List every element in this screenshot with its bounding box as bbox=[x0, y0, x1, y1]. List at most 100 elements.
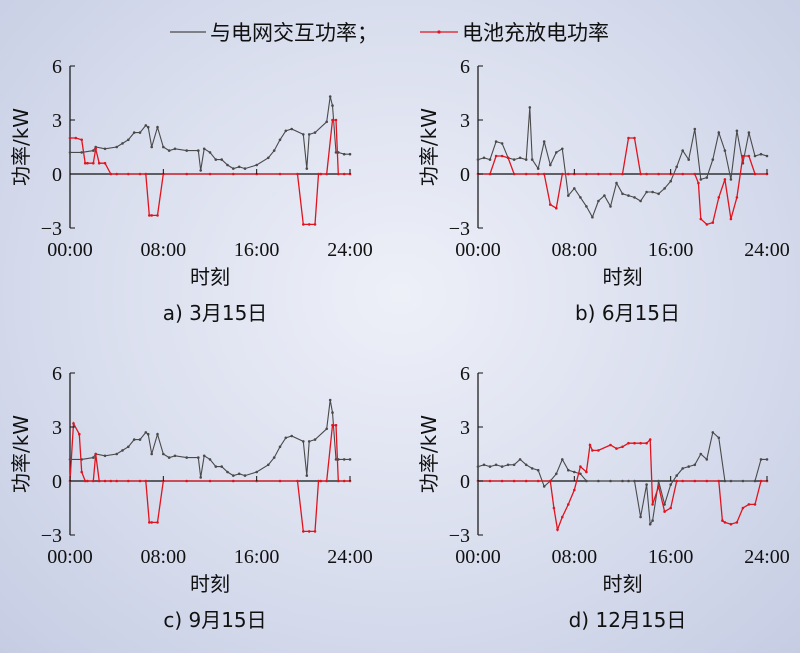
battery-power-point bbox=[621, 445, 624, 449]
grid-power-point bbox=[621, 192, 624, 196]
grid-power-point bbox=[305, 474, 309, 477]
x-tick-label: 24:00 bbox=[744, 239, 790, 261]
battery-power-point bbox=[512, 172, 516, 176]
battery-power-point bbox=[597, 449, 600, 452]
grid-power-point bbox=[284, 436, 288, 440]
grid-power-point bbox=[555, 472, 558, 476]
grid-power-point bbox=[127, 138, 130, 142]
grid-power-point bbox=[494, 463, 498, 467]
x-tick-label: 16:00 bbox=[234, 239, 280, 261]
grid-power-point bbox=[208, 458, 212, 461]
grid-power-point bbox=[482, 156, 486, 160]
battery-power-point bbox=[144, 172, 148, 176]
grid-power-point bbox=[305, 167, 309, 170]
grid-power-point bbox=[729, 479, 733, 483]
battery-power-point bbox=[232, 479, 235, 483]
grid-power-point bbox=[325, 427, 329, 431]
battery-power-point bbox=[488, 172, 492, 176]
grid-power-point bbox=[150, 452, 153, 456]
grid-power-point bbox=[603, 194, 606, 197]
battery-power-point bbox=[488, 479, 492, 483]
x-tick-label: 00:00 bbox=[455, 239, 501, 261]
grid-power-point bbox=[765, 458, 769, 461]
grid-power-point bbox=[759, 458, 763, 461]
battery-power-point bbox=[567, 503, 570, 506]
y-axis-label: 功率/kW bbox=[417, 415, 441, 493]
grid-power-point bbox=[573, 470, 576, 474]
grid-power-point bbox=[334, 458, 338, 461]
battery-power-point bbox=[747, 154, 751, 158]
legend-battery-marker-icon bbox=[437, 30, 441, 34]
y-tick-label: 3 bbox=[52, 110, 62, 132]
grid-power-point bbox=[138, 438, 142, 441]
grid-power-point bbox=[94, 145, 97, 149]
battery-power-point bbox=[549, 203, 552, 206]
x-tick-label: 24:00 bbox=[744, 546, 790, 568]
grid-power-point bbox=[92, 149, 95, 152]
battery-power-point bbox=[156, 521, 159, 524]
grid-power-point bbox=[488, 158, 492, 161]
x-tick-label: 00:00 bbox=[455, 546, 501, 568]
grid-power-point bbox=[555, 151, 558, 154]
battery-power-point bbox=[556, 528, 559, 531]
grid-power-point bbox=[573, 187, 576, 190]
battery-power-point bbox=[585, 172, 588, 176]
grid-power-point bbox=[325, 120, 329, 124]
grid-power-point bbox=[741, 479, 745, 483]
x-axis-label: 时刻 bbox=[190, 265, 230, 289]
grid-power-point bbox=[232, 474, 235, 477]
battery-power-point bbox=[317, 479, 320, 483]
grid-power-point bbox=[530, 467, 534, 470]
grid-power-line bbox=[70, 399, 350, 478]
y-axis-label: 功率/kW bbox=[417, 108, 441, 186]
grid-power-point bbox=[717, 131, 721, 134]
battery-power-point bbox=[741, 154, 745, 158]
grid-power-point bbox=[313, 438, 317, 441]
battery-power-point bbox=[663, 510, 666, 513]
grid-power-point bbox=[717, 436, 721, 440]
grid-power-point bbox=[127, 445, 130, 449]
grid-power-line bbox=[70, 96, 350, 171]
legend-battery-label: 电池充放电功率 bbox=[462, 21, 609, 45]
grid-power-point bbox=[693, 463, 697, 467]
grid-power-point bbox=[132, 131, 136, 134]
grid-power-point bbox=[302, 440, 305, 443]
grid-power-point bbox=[699, 452, 703, 456]
grid-power-point bbox=[199, 476, 202, 479]
battery-power-point bbox=[148, 521, 151, 524]
grid-power-point bbox=[476, 465, 480, 468]
grid-power-point bbox=[243, 167, 247, 170]
battery-power-point bbox=[92, 479, 95, 483]
battery-power-point bbox=[317, 172, 320, 176]
battery-power-point bbox=[615, 447, 618, 450]
grid-power-point bbox=[705, 458, 709, 461]
grid-power-point bbox=[747, 131, 751, 134]
y-tick-label: 6 bbox=[460, 56, 470, 78]
grid-power-point bbox=[185, 149, 188, 152]
battery-power-point bbox=[597, 172, 600, 176]
battery-power-point bbox=[185, 172, 188, 176]
grid-power-point bbox=[121, 449, 124, 452]
grid-power-point bbox=[675, 165, 678, 169]
grid-power-point bbox=[567, 194, 570, 197]
grid-power-point bbox=[524, 463, 528, 467]
battery-power-point bbox=[633, 136, 636, 140]
panel-caption: d) 12月15日 bbox=[569, 608, 687, 632]
grid-power-point bbox=[615, 181, 618, 185]
battery-power-point bbox=[669, 506, 672, 510]
battery-power-point bbox=[500, 154, 504, 158]
grid-power-point bbox=[561, 147, 564, 151]
grid-power-point bbox=[328, 398, 332, 402]
grid-power-point bbox=[173, 147, 177, 151]
grid-power-point bbox=[328, 95, 332, 98]
grid-power-point bbox=[278, 138, 282, 142]
grid-power-point bbox=[723, 149, 727, 152]
battery-power-point bbox=[334, 423, 338, 427]
grid-series-line bbox=[68, 398, 352, 479]
battery-power-point bbox=[648, 438, 652, 441]
grid-power-point bbox=[518, 156, 522, 160]
grid-power-point bbox=[237, 472, 241, 476]
grid-power-point bbox=[500, 465, 504, 468]
grid-power-point bbox=[115, 452, 118, 456]
x-axis-label: 时刻 bbox=[190, 572, 230, 596]
